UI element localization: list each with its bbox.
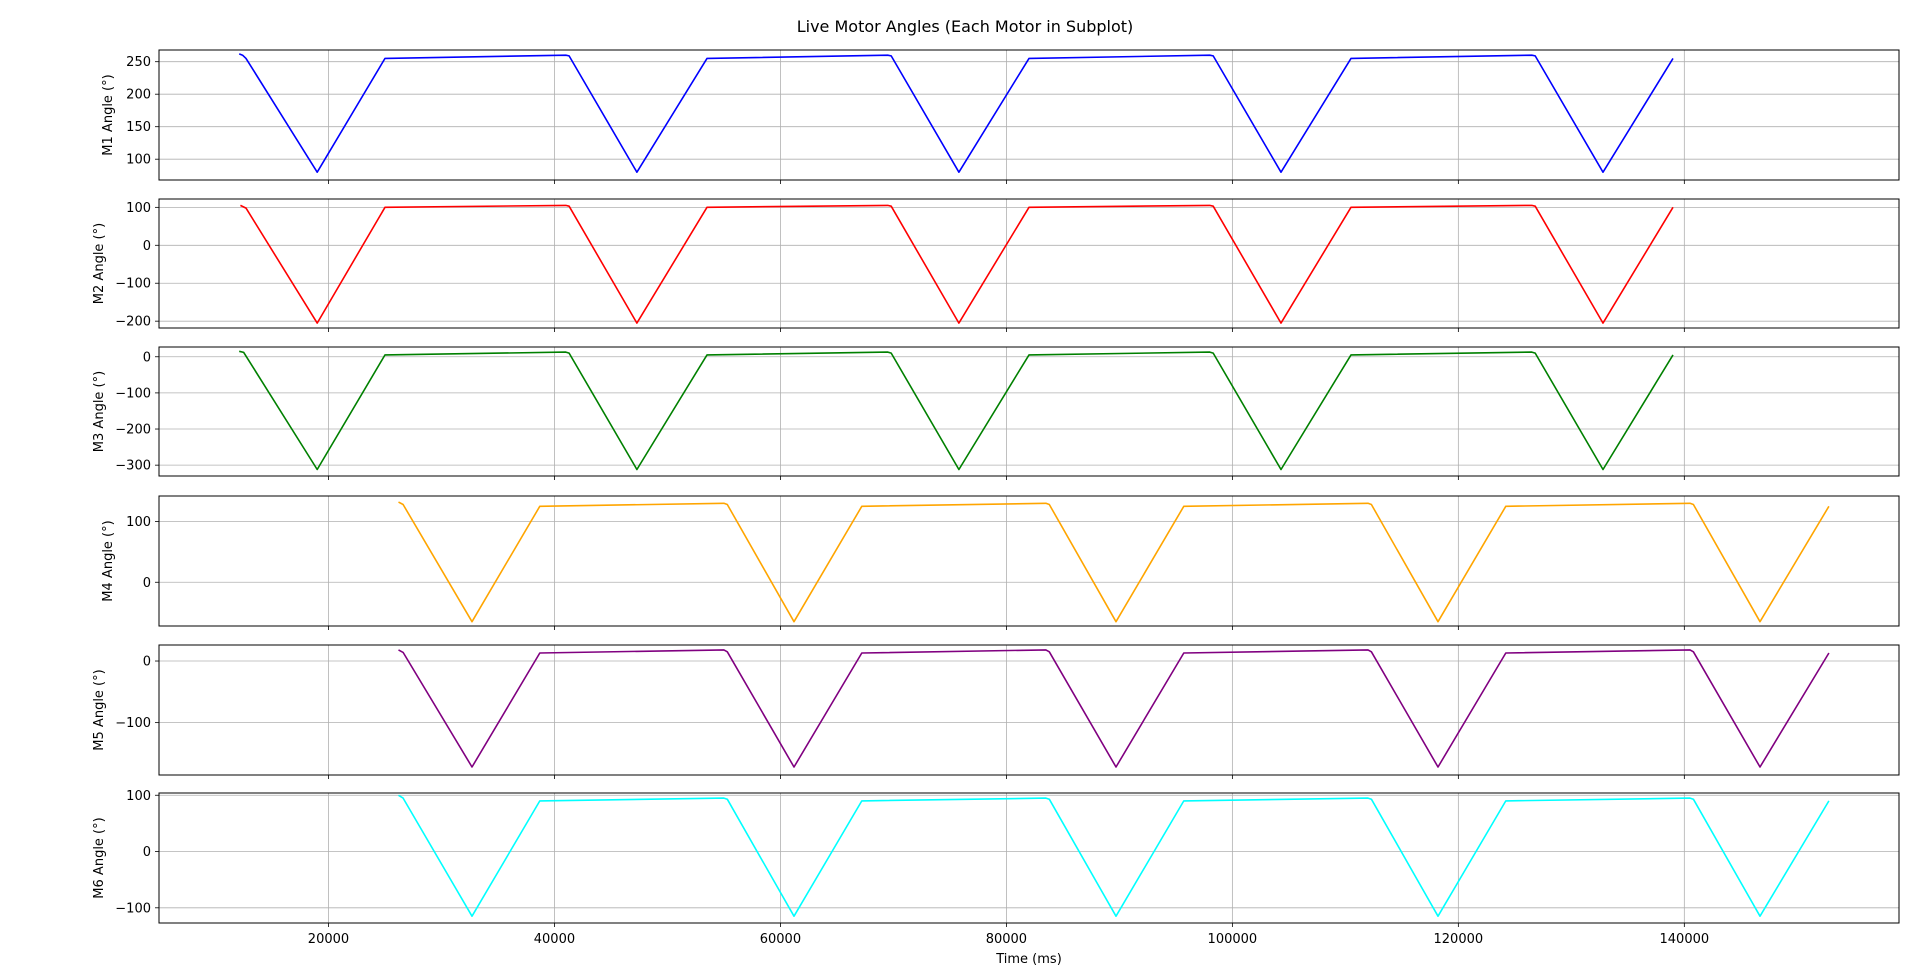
y-tick-label: 0 [143, 350, 151, 365]
subplot-m2: −200 −100 0 100 M2 Angle (°) [92, 198, 1900, 332]
series-line-m6 [398, 794, 1830, 918]
y-tick-label: 0 [143, 655, 151, 670]
axes-frame [158, 198, 1900, 329]
subplot-m5: −100 0 M5 Angle (°) [92, 644, 1900, 779]
y-tick-label: 150 [126, 120, 151, 135]
y-axis-label: M4 Angle (°) [101, 520, 116, 601]
x-tick-label: 140000 [1660, 932, 1710, 947]
series-line-m2 [240, 204, 1674, 324]
y-tick-label: −100 [115, 716, 151, 731]
x-tick-label: 120000 [1434, 932, 1484, 947]
y-tick-label: −100 [115, 277, 151, 292]
figure-title: Live Motor Angles (Each Motor in Subplot… [797, 17, 1134, 36]
y-tick-label: 0 [143, 239, 151, 254]
axes-frame [158, 495, 1900, 627]
subplot-m4: 0 100 M4 Angle (°) [101, 495, 1900, 630]
x-axis-label: Time (ms) [995, 952, 1062, 967]
axes-frame [158, 49, 1900, 181]
x-tick-label: 80000 [986, 932, 1027, 947]
y-axis-label: M2 Angle (°) [92, 223, 107, 304]
x-tick-label: 40000 [534, 932, 575, 947]
x-tick-label: 60000 [760, 932, 801, 947]
y-tick-label: −300 [115, 459, 151, 474]
subplot-m1: 100 150 200 250 M1 Angle (°) [101, 49, 1900, 184]
y-tick-label: 100 [126, 789, 151, 804]
y-axis-label: M1 Angle (°) [101, 74, 116, 155]
y-tick-label: −200 [115, 423, 151, 438]
subplots-container: 100 150 200 250 M1 Angle (°) −200 −100 0 100 M2 A… [92, 49, 1900, 967]
axes-frame [158, 644, 1900, 776]
y-tick-label: 0 [143, 845, 151, 860]
series-line-m1 [238, 53, 1674, 173]
y-axis-label: M6 Angle (°) [92, 817, 107, 898]
y-axis-label: M5 Angle (°) [92, 669, 107, 750]
y-tick-label: −100 [115, 386, 151, 401]
series-line-m4 [398, 501, 1830, 623]
y-tick-label: 0 [143, 576, 151, 591]
y-tick-label: 200 [126, 88, 151, 103]
x-tick-label: 100000 [1208, 932, 1258, 947]
y-axis-label: M3 Angle (°) [92, 371, 107, 452]
y-tick-label: 100 [126, 515, 151, 530]
series-line-m3 [239, 350, 1674, 471]
y-tick-label: 100 [126, 201, 151, 216]
subplot-m3: −300 −200 −100 0 M3 Angle (°) [92, 346, 1900, 480]
x-tick-label: 20000 [308, 932, 349, 947]
y-tick-label: 250 [126, 55, 151, 70]
y-tick-label: −100 [115, 901, 151, 916]
axes-frame [158, 346, 1900, 477]
series-line-m5 [398, 649, 1830, 768]
subplot-m6: 20000 40000 60000 80000 100000 120000 140000 −1… [92, 789, 1900, 967]
y-tick-label: 100 [126, 153, 151, 168]
axes-frame [158, 792, 1900, 924]
y-tick-label: −200 [115, 315, 151, 330]
